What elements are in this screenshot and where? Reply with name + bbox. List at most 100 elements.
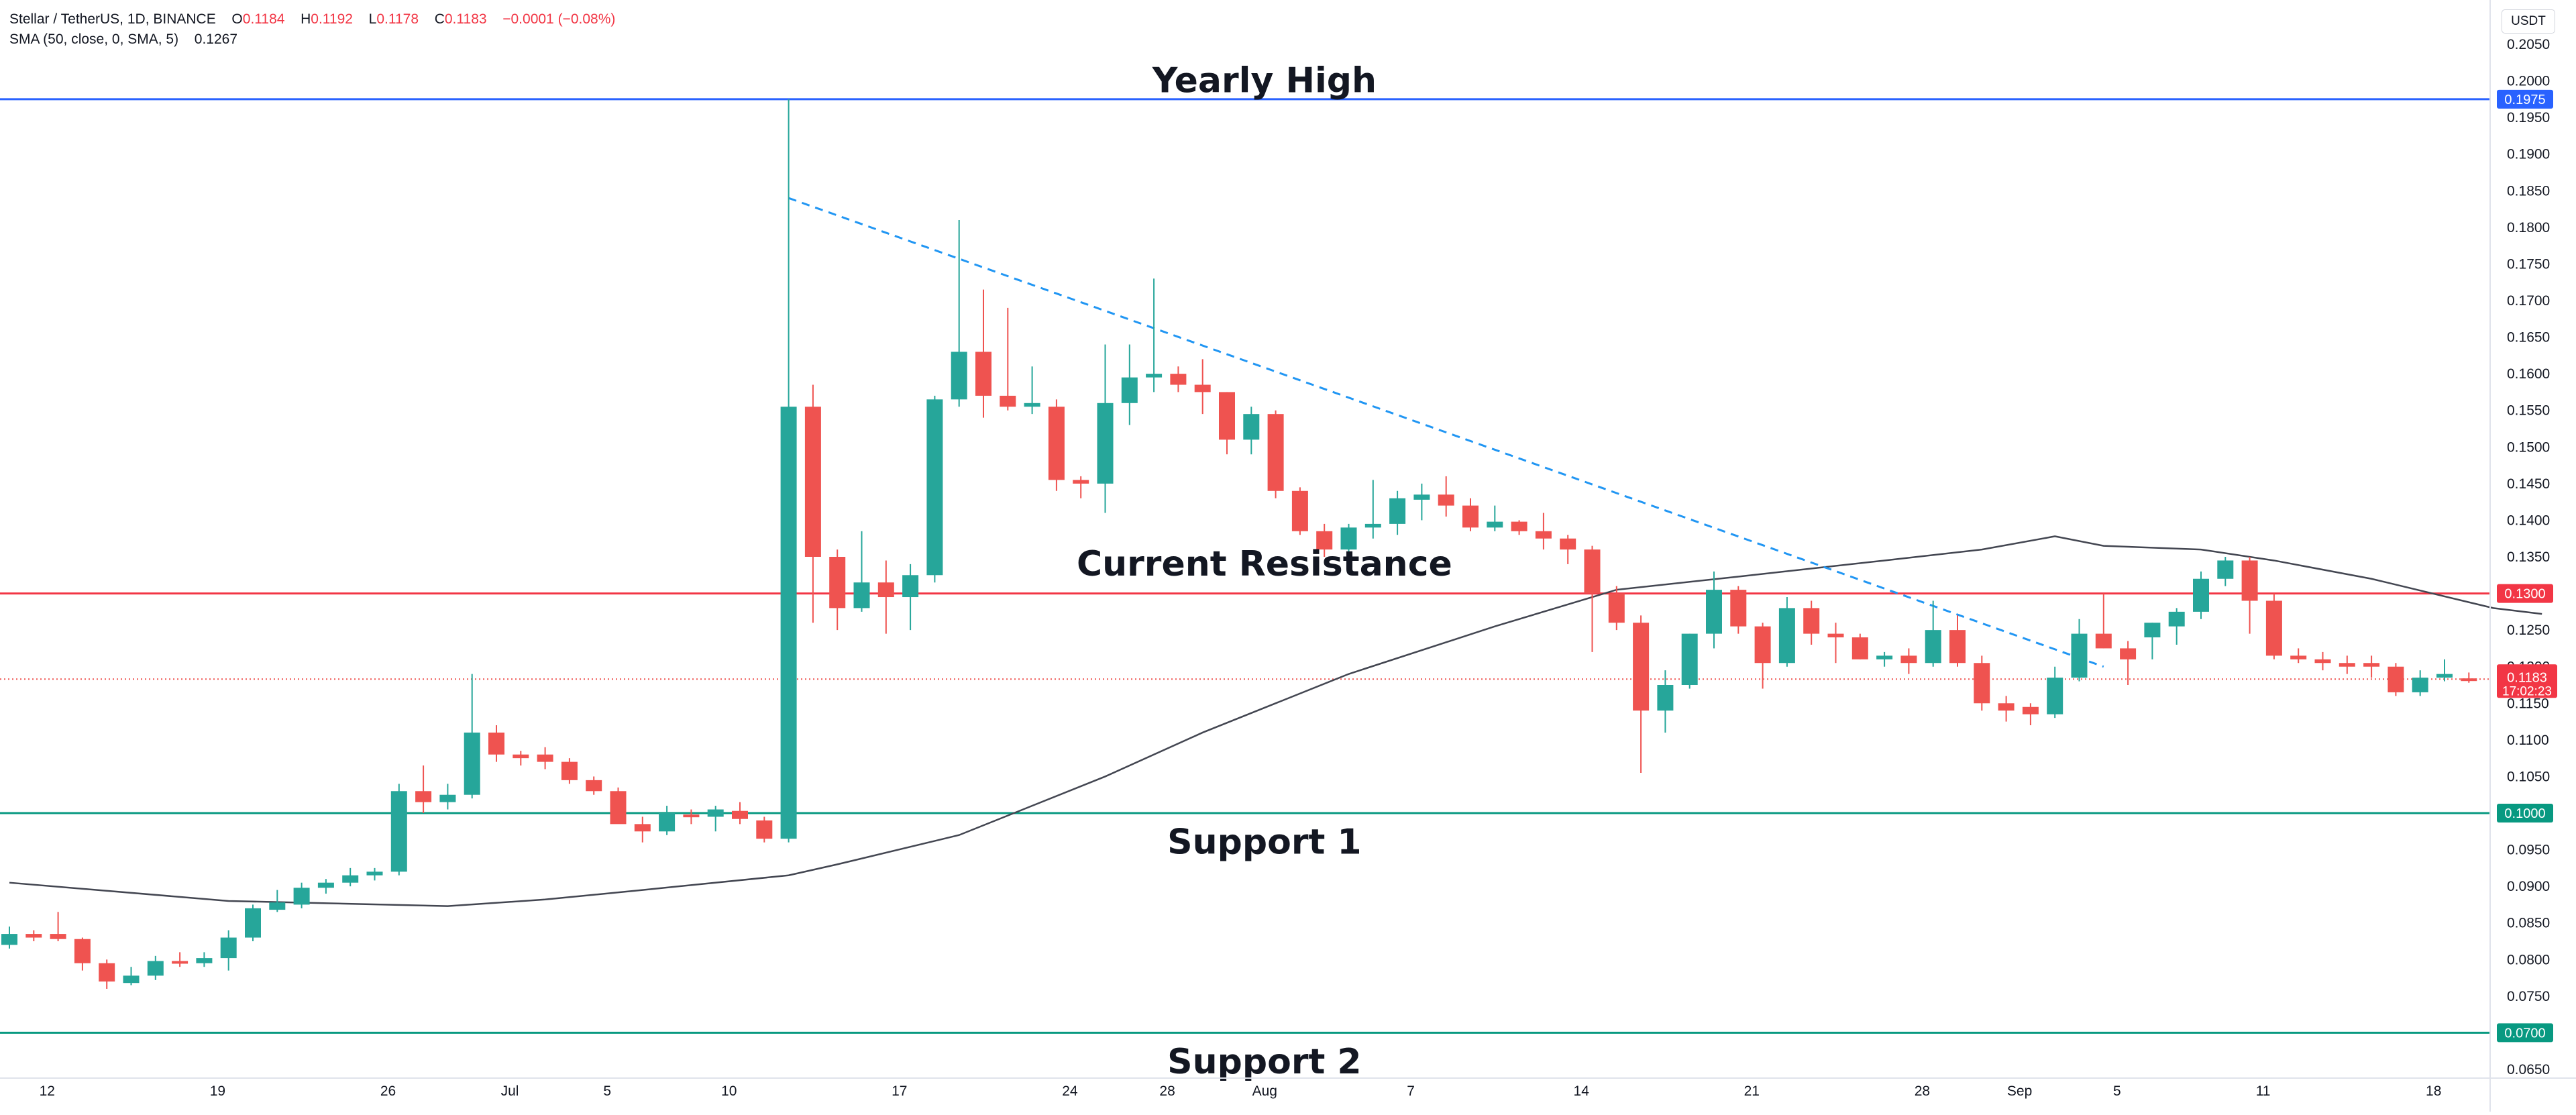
candle-body	[1, 934, 17, 945]
candle-body	[147, 961, 164, 976]
candle-body	[1827, 633, 1844, 638]
annotation-label: Yearly High	[1152, 61, 1377, 101]
horizontal-levels	[0, 98, 2490, 1034]
candle-body	[610, 791, 627, 825]
candle-body	[2168, 611, 2185, 627]
candle-body	[342, 875, 359, 883]
candle-body	[853, 582, 870, 608]
annotation-label: Support 2	[1167, 1042, 1361, 1082]
y-tick-label: 0.1800	[2507, 220, 2550, 235]
candle-body	[2193, 578, 2209, 612]
last-price-tag	[2497, 664, 2557, 698]
candle-body	[2217, 560, 2234, 579]
candle-body	[2412, 678, 2428, 692]
x-tick-label: 19	[210, 1083, 225, 1099]
high-value: 0.1192	[311, 11, 353, 27]
y-tick-label: 0.1150	[2507, 696, 2549, 711]
annotation-label: Support 1	[1167, 822, 1361, 863]
candle-body	[25, 934, 42, 938]
candle-body	[390, 791, 407, 872]
candle-body	[1876, 655, 1893, 659]
sma-line	[9, 535, 2542, 907]
open-value: 0.1184	[242, 11, 285, 27]
candle-body	[1730, 590, 1747, 627]
y-tick-label: 0.1050	[2507, 769, 2550, 784]
y-tick-label: 0.2000	[2507, 74, 2550, 89]
candle-body	[1633, 623, 1650, 711]
y-tick-label: 0.1700	[2507, 293, 2550, 309]
candle-body	[2436, 674, 2453, 678]
level-price-label: 0.1975	[2504, 93, 2545, 107]
sma-label: SMA (50, close, 0, SMA, 5)	[9, 32, 179, 47]
candle-body	[1974, 663, 1990, 704]
x-tick-label: Sep	[2007, 1083, 2032, 1099]
candle-body	[1389, 498, 1406, 524]
close-value: 0.1183	[444, 11, 487, 27]
symbol-row: Stellar / TetherUS, 1D, BINANCE O0.1184 …	[9, 9, 615, 30]
candle-body	[269, 902, 286, 910]
candle-body	[756, 820, 773, 839]
candle-body	[1438, 494, 1454, 506]
y-tick-label: 0.1450	[2507, 476, 2550, 492]
candle-body	[2022, 706, 2039, 714]
y-tick-label: 0.1950	[2507, 110, 2550, 125]
level-price-label: 0.0700	[2504, 1026, 2545, 1041]
candle-body	[1000, 395, 1016, 407]
y-tick-label: 0.1250	[2507, 623, 2550, 638]
candle-body	[1778, 608, 1795, 663]
sma-row[interactable]: SMA (50, close, 0, SMA, 5) 0.1267	[9, 30, 615, 50]
y-tick-label: 0.0900	[2507, 879, 2550, 894]
candle-body	[123, 975, 140, 984]
low-value: 0.1178	[376, 11, 419, 27]
candle-body	[1121, 377, 1138, 403]
candle-body	[1194, 384, 1211, 392]
x-tick-label: 28	[1159, 1083, 1175, 1099]
candle-body	[804, 407, 821, 557]
x-tick-label: 7	[1407, 1083, 1415, 1099]
candle-body	[1413, 494, 1430, 500]
candle-body	[902, 575, 919, 598]
candle-body	[2047, 678, 2063, 714]
candle-body	[50, 934, 66, 939]
sma-value: 0.1267	[194, 32, 238, 47]
candle-body	[2387, 666, 2404, 692]
candle-body	[732, 810, 748, 819]
x-tick-label: 11	[2256, 1083, 2271, 1099]
candle-body	[1170, 374, 1187, 385]
x-tick-label: 24	[1062, 1083, 1078, 1099]
candle-body	[1340, 527, 1357, 550]
candle-body	[366, 871, 383, 875]
candle-body	[1681, 633, 1698, 685]
candle-body	[220, 937, 237, 959]
y-tick-label: 0.1650	[2507, 330, 2550, 346]
candle-body	[659, 813, 676, 832]
candle-body	[415, 791, 432, 802]
candle-body	[1584, 549, 1601, 594]
level-price-label: 0.1000	[2504, 806, 2545, 821]
symbol-name: Stellar / TetherUS, 1D, BINANCE	[9, 11, 216, 27]
candle-body	[561, 761, 578, 780]
candle-body	[99, 963, 115, 982]
x-tick-label: 14	[1574, 1083, 1590, 1099]
candle-body	[634, 824, 651, 832]
x-tick-label: Jul	[501, 1083, 519, 1099]
high-label: H	[301, 11, 311, 27]
candle-body	[1364, 523, 1381, 528]
candle-body	[1219, 392, 1235, 440]
candle-body	[1097, 403, 1114, 484]
candles	[1, 99, 2477, 989]
currency-button[interactable]: USDT	[2502, 9, 2555, 34]
y-tick-label: 0.1900	[2507, 147, 2550, 162]
x-tick-label: 26	[380, 1083, 396, 1099]
close-label: C	[434, 11, 445, 27]
candle-body	[1949, 630, 1966, 663]
x-tick-label: 17	[892, 1083, 907, 1099]
y-tick-label: 0.2050	[2507, 37, 2550, 52]
candle-body	[1146, 374, 1163, 378]
candle-body	[829, 557, 846, 608]
candle-body	[1535, 531, 1552, 539]
annotation-label: Current Resistance	[1077, 544, 1452, 584]
